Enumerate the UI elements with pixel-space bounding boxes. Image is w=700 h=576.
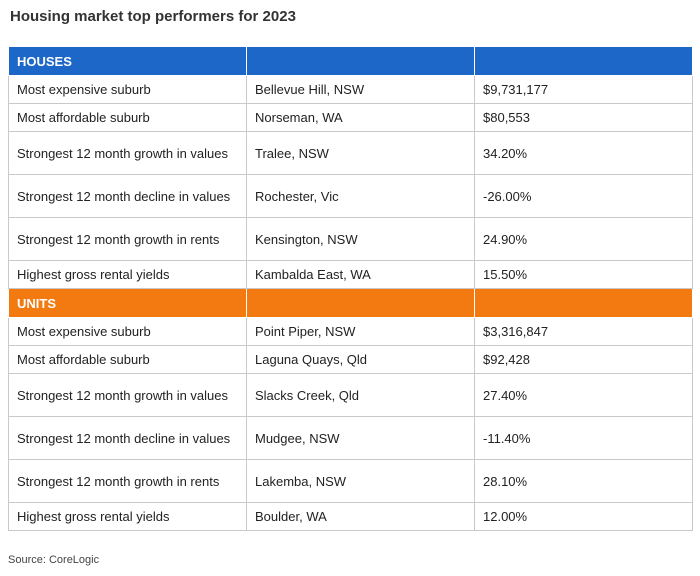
suburb-cell: Point Piper, NSW	[246, 317, 475, 346]
suburb-cell: Norseman, WA	[246, 103, 475, 132]
metric-cell: Highest gross rental yields	[8, 260, 247, 289]
value-cell: $80,553	[474, 103, 693, 132]
value-cell: $92,428	[474, 345, 693, 374]
value-cell: $9,731,177	[474, 75, 693, 104]
suburb-cell: Tralee, NSW	[246, 131, 475, 175]
metric-cell: Most affordable suburb	[8, 345, 247, 374]
table-row: Most affordable suburb Laguna Quays, Qld…	[8, 345, 693, 374]
metric-cell: Strongest 12 month decline in values	[8, 416, 247, 460]
section-header-houses: HOUSES	[8, 46, 693, 76]
value-cell: 28.10%	[474, 459, 693, 503]
table-row: Most affordable suburb Norseman, WA $80,…	[8, 103, 693, 132]
section-label: UNITS	[8, 288, 247, 318]
value-cell: -26.00%	[474, 174, 693, 218]
value-cell: 15.50%	[474, 260, 693, 289]
value-cell: $3,316,847	[474, 317, 693, 346]
metric-cell: Strongest 12 month decline in values	[8, 174, 247, 218]
performers-table: HOUSES Most expensive suburb Bellevue Hi…	[8, 46, 693, 531]
metric-cell: Strongest 12 month growth in values	[8, 373, 247, 417]
table-row: Strongest 12 month growth in rents Lakem…	[8, 459, 693, 503]
table-row: Strongest 12 month decline in values Mud…	[8, 416, 693, 460]
table-row: Strongest 12 month decline in values Roc…	[8, 174, 693, 218]
section-label: HOUSES	[8, 46, 247, 76]
metric-cell: Strongest 12 month growth in rents	[8, 459, 247, 503]
suburb-cell: Lakemba, NSW	[246, 459, 475, 503]
page-title: Housing market top performers for 2023	[10, 8, 296, 25]
suburb-cell: Kensington, NSW	[246, 217, 475, 261]
table-row: Strongest 12 month growth in values Slac…	[8, 373, 693, 417]
metric-cell: Highest gross rental yields	[8, 502, 247, 531]
metric-cell: Strongest 12 month growth in values	[8, 131, 247, 175]
suburb-cell: Mudgee, NSW	[246, 416, 475, 460]
table-row: Strongest 12 month growth in values Tral…	[8, 131, 693, 175]
section-header-units: UNITS	[8, 288, 693, 318]
value-cell: 27.40%	[474, 373, 693, 417]
suburb-cell: Slacks Creek, Qld	[246, 373, 475, 417]
value-cell: 34.20%	[474, 131, 693, 175]
table-row: Strongest 12 month growth in rents Kensi…	[8, 217, 693, 261]
table-row: Most expensive suburb Point Piper, NSW $…	[8, 317, 693, 346]
source-note: Source: CoreLogic	[8, 554, 100, 566]
suburb-cell: Boulder, WA	[246, 502, 475, 531]
suburb-cell: Laguna Quays, Qld	[246, 345, 475, 374]
table-row: Highest gross rental yields Kambalda Eas…	[8, 260, 693, 289]
metric-cell: Most expensive suburb	[8, 317, 247, 346]
metric-cell: Most affordable suburb	[8, 103, 247, 132]
table-row: Most expensive suburb Bellevue Hill, NSW…	[8, 75, 693, 104]
table-row: Highest gross rental yields Boulder, WA …	[8, 502, 693, 531]
value-cell: -11.40%	[474, 416, 693, 460]
metric-cell: Strongest 12 month growth in rents	[8, 217, 247, 261]
suburb-cell: Rochester, Vic	[246, 174, 475, 218]
suburb-cell: Bellevue Hill, NSW	[246, 75, 475, 104]
value-cell: 24.90%	[474, 217, 693, 261]
metric-cell: Most expensive suburb	[8, 75, 247, 104]
value-cell: 12.00%	[474, 502, 693, 531]
suburb-cell: Kambalda East, WA	[246, 260, 475, 289]
